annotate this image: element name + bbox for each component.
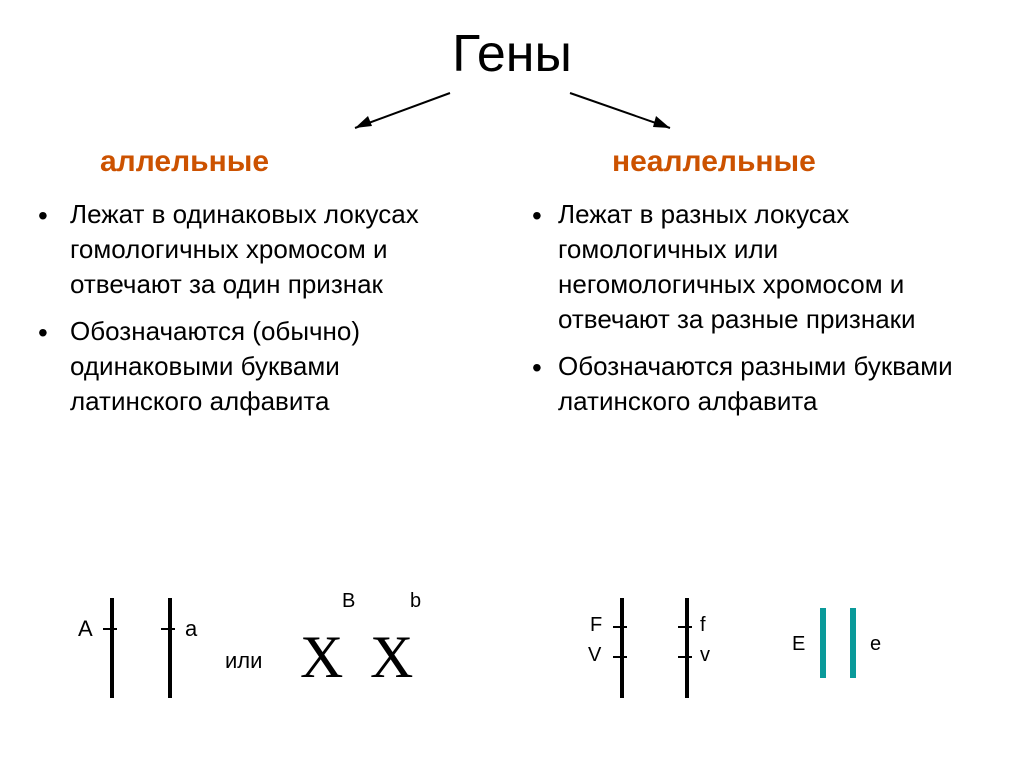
chrom-E-left	[820, 608, 826, 678]
label-E-upper: E	[792, 633, 805, 656]
label-A-lower: а	[185, 616, 197, 642]
chrom-E-right	[850, 608, 856, 678]
subtitle-nonallelic: неаллельные	[612, 145, 974, 179]
tick-A-left	[103, 628, 117, 630]
bullet-left-0: Лежат в одинаковых локусах гомологичных …	[70, 197, 472, 302]
subtitle-allelic: аллельные	[100, 145, 472, 179]
chrom-FV-right	[685, 598, 689, 698]
arrow-left	[340, 88, 460, 138]
label-B-upper: B	[342, 590, 355, 613]
x-right: X	[370, 623, 413, 692]
chrom-A-right	[168, 598, 172, 698]
tick-F-right	[678, 626, 692, 628]
arrow-right	[560, 88, 690, 138]
tick-V-left	[613, 656, 627, 658]
columns: аллельные Лежат в одинаковых локусах гом…	[0, 145, 1024, 432]
page-title: Гены	[0, 24, 1024, 84]
chrom-A-left	[110, 598, 114, 698]
bullet-right-1: Обозначаются разными буквами латинского …	[558, 349, 974, 419]
x-left: X	[300, 623, 343, 692]
list-right: Лежат в разных локусах гомологичных или …	[552, 197, 974, 420]
tick-V-right	[678, 656, 692, 658]
tick-F-left	[613, 626, 627, 628]
label-E-lower: e	[870, 633, 881, 656]
col-left: аллельные Лежат в одинаковых локусах гом…	[0, 145, 512, 432]
label-V-lower: v	[700, 644, 710, 667]
label-F-upper: F	[590, 614, 602, 637]
diagram-area: А а или X X B b F f V v E e	[0, 568, 1024, 738]
bullet-right-0: Лежат в разных локусах гомологичных или …	[558, 197, 974, 337]
label-V-upper: V	[588, 644, 601, 667]
chrom-FV-left	[620, 598, 624, 698]
label-B-lower: b	[410, 590, 421, 613]
page-root: Гены аллельные Лежат в одинаковых локуса…	[0, 0, 1024, 768]
bullet-left-1: Обозначаются (обычно) одинаковыми буквам…	[70, 314, 472, 419]
label-A-upper: А	[78, 616, 93, 642]
col-right: неаллельные Лежат в разных локусах гомол…	[512, 145, 1024, 432]
label-F-lower: f	[700, 614, 706, 637]
or-word: или	[225, 648, 262, 674]
tick-A-right	[161, 628, 175, 630]
list-left: Лежат в одинаковых локусах гомологичных …	[70, 197, 472, 420]
